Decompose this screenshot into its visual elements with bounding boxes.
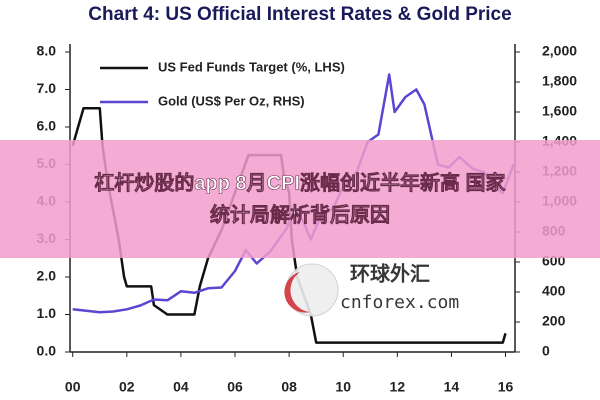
x-tick-label: 10 xyxy=(335,379,351,395)
y2-tick-label: 2,000 xyxy=(542,43,577,59)
x-tick-label: 02 xyxy=(119,379,135,395)
y-tick-label: 1.0 xyxy=(37,305,57,321)
y-tick-label: 0.0 xyxy=(37,343,57,359)
banner-line: 统计局解析背后原因 xyxy=(210,202,390,226)
legend-label: US Fed Funds Target (%, LHS) xyxy=(158,59,345,74)
banner xyxy=(0,140,600,258)
x-tick-label: 08 xyxy=(281,379,297,395)
x-tick-label: 14 xyxy=(444,379,460,395)
x-tick-label: 16 xyxy=(498,379,514,395)
x-tick-label: 04 xyxy=(173,379,189,395)
y-tick-label: 8.0 xyxy=(37,43,57,59)
watermark: 环球外汇 cnforex.com xyxy=(284,261,459,317)
chart-title: Chart 4: US Official Interest Rates & Go… xyxy=(88,4,511,25)
x-tick-label: 12 xyxy=(390,379,406,395)
y2-tick-label: 200 xyxy=(542,313,566,329)
y-tick-label: 6.0 xyxy=(37,118,57,134)
watermark-site: cnforex.com xyxy=(340,292,459,313)
x-tick-label: 06 xyxy=(227,379,243,395)
watermark-name: 环球外汇 xyxy=(350,261,430,285)
x-tick-label: 00 xyxy=(65,379,81,395)
logo-mark xyxy=(284,272,310,313)
y2-tick-label: 1,600 xyxy=(542,103,577,119)
y2-tick-label: 400 xyxy=(542,283,566,299)
banner-line: 杠杆炒股的app 8月CPI涨幅创近半年新高 国家 xyxy=(94,170,506,194)
y-tick-label: 7.0 xyxy=(37,80,57,96)
y2-tick-label: 0 xyxy=(542,343,550,359)
y2-tick-label: 1,800 xyxy=(542,73,577,89)
y-tick-label: 2.0 xyxy=(37,268,57,284)
legend-label: Gold (US$ Per Oz, RHS) xyxy=(158,93,305,108)
